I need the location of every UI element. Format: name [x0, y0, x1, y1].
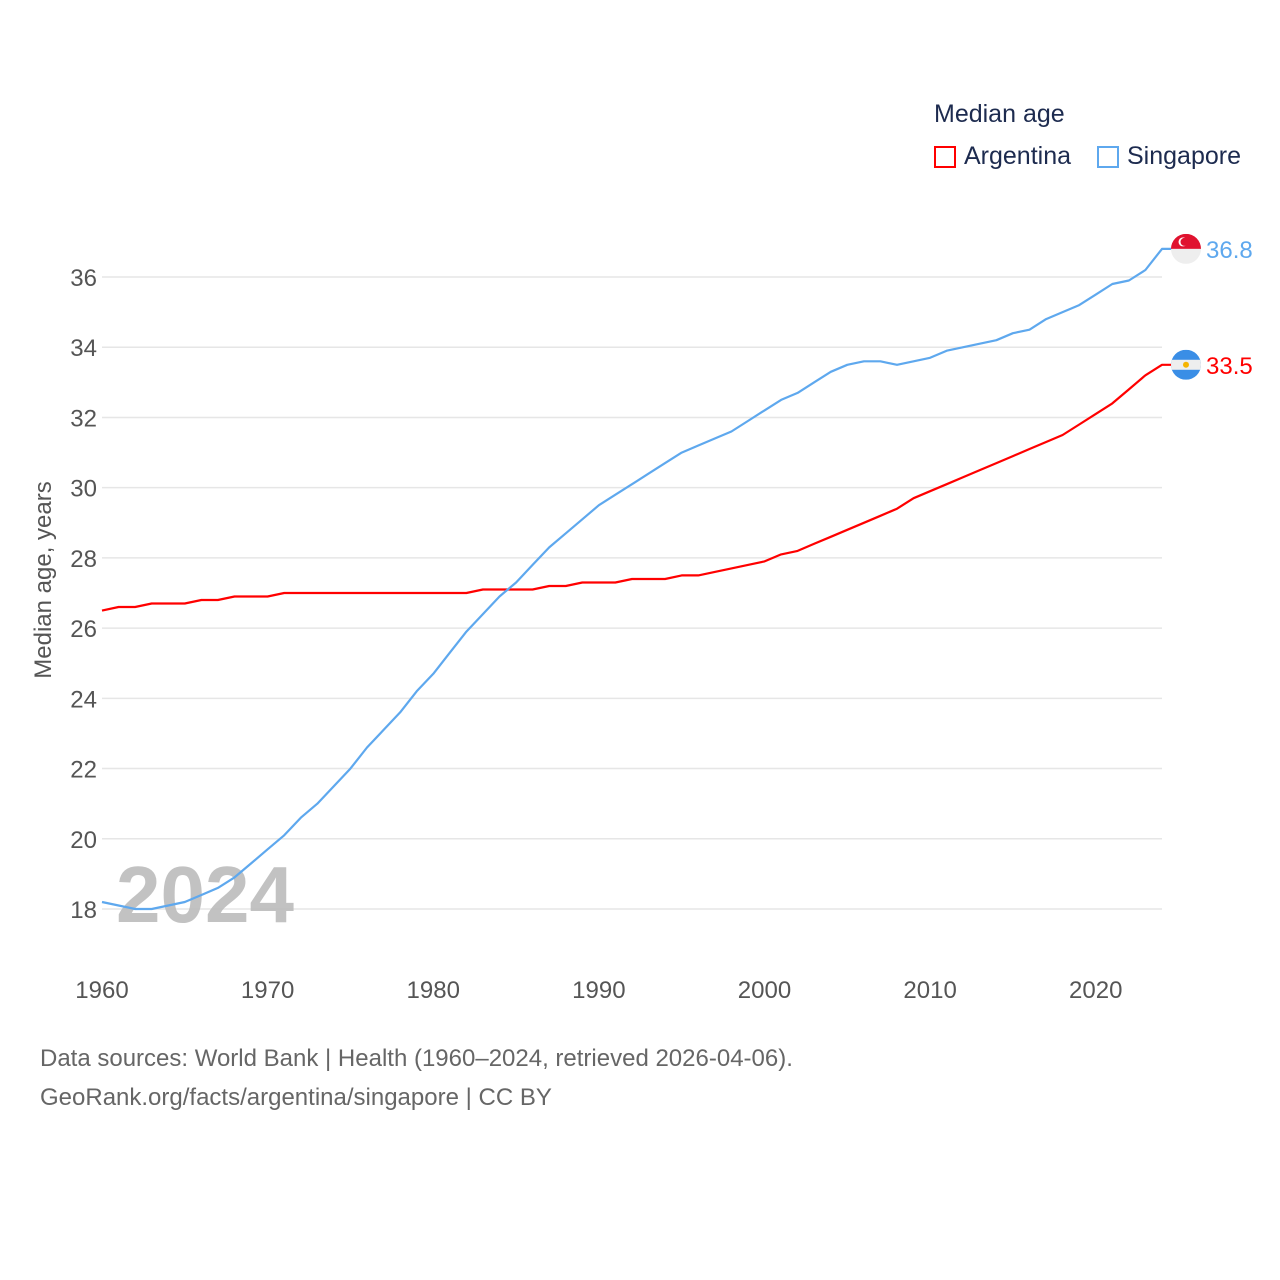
y-tick-label: 30	[70, 476, 97, 503]
legend-label: Argentina	[964, 142, 1072, 170]
footer-sources: Data sources: World Bank | Health (1960–…	[40, 1045, 793, 1072]
x-tick-label: 1990	[572, 977, 625, 1004]
legend-item-argentina[interactable]: Argentina	[934, 142, 1071, 171]
legend-swatch-singapore	[1097, 145, 1119, 168]
flag-stripe	[1171, 248, 1201, 264]
y-axis-label: Median age, years	[30, 481, 57, 678]
y-tick-label: 28	[70, 546, 97, 573]
y-tick-label: 24	[70, 686, 97, 713]
y-tick-label: 18	[70, 897, 97, 924]
x-tick-label: 1980	[407, 977, 460, 1004]
y-tick-label: 22	[70, 757, 97, 784]
x-tick-label: 2020	[1069, 977, 1122, 1004]
y-tick-label: 34	[70, 335, 97, 362]
singapore-flag-icon	[1171, 233, 1201, 264]
end-value-label: 36.8	[1206, 237, 1253, 264]
legend-item-singapore[interactable]: Singapore	[1097, 142, 1241, 171]
y-tick-label: 36	[70, 265, 97, 292]
y-tick-label: 20	[70, 827, 97, 854]
legend-swatch-argentina	[934, 145, 956, 168]
series-line-argentina	[101, 363, 1172, 612]
flag-sun	[1183, 361, 1189, 368]
x-tick-label: 1970	[241, 977, 294, 1004]
flag-moon-cut	[1180, 237, 1189, 246]
argentina-flag-icon	[1171, 349, 1201, 380]
x-tick-label: 2000	[738, 977, 791, 1004]
end-value-label: 33.5	[1206, 353, 1253, 380]
y-tick-label: 26	[70, 616, 97, 643]
y-tick-label: 32	[70, 405, 97, 432]
flag-body	[1171, 233, 1201, 264]
flag-body	[1171, 349, 1201, 380]
x-tick-label: 1960	[75, 977, 128, 1004]
legend-title: Median age	[934, 100, 1065, 128]
x-tick-label: 2010	[903, 977, 956, 1004]
legend-label: Singapore	[1127, 142, 1241, 170]
footer-attribution: GeoRank.org/facts/argentina/singapore | …	[40, 1084, 552, 1111]
series-line-singapore	[101, 247, 1172, 911]
